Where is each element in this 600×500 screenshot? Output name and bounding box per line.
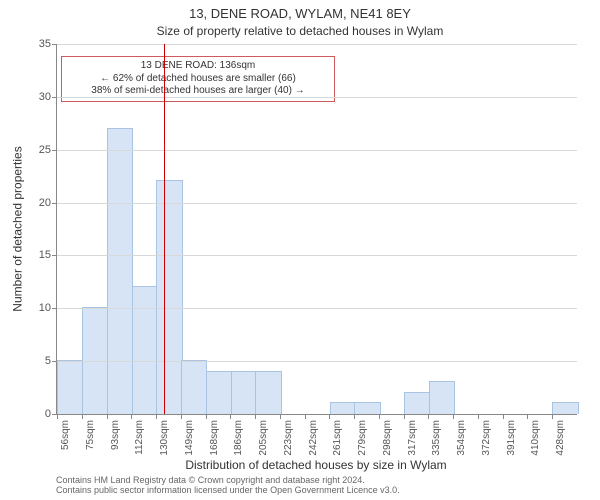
xtick-label: 317sqm (407, 420, 418, 456)
xtick-label: 130sqm (159, 420, 170, 456)
ytick-mark (52, 150, 57, 151)
footer-line-2: Contains public sector information licen… (56, 486, 576, 496)
xtick-mark (255, 414, 256, 419)
ytick-label: 35 (39, 38, 51, 50)
xtick-mark (230, 414, 231, 419)
gridline (57, 361, 577, 362)
ytick-label: 0 (45, 408, 51, 420)
xtick-label: 149sqm (184, 420, 195, 456)
xtick-label: 335sqm (431, 420, 442, 456)
xtick-label: 298sqm (382, 420, 393, 456)
xtick-label: 372sqm (481, 420, 492, 456)
histogram-bar (156, 180, 182, 414)
xtick-label: 428sqm (555, 420, 566, 456)
gridline (57, 203, 577, 204)
xtick-label: 391sqm (506, 420, 517, 456)
chart-title-address: 13, DENE ROAD, WYLAM, NE41 8EY (0, 6, 600, 21)
gridline (57, 150, 577, 151)
histogram-bar (231, 371, 257, 414)
xtick-mark (428, 414, 429, 419)
xtick-mark (329, 414, 330, 419)
xtick-mark (354, 414, 355, 419)
histogram-bar (429, 381, 455, 414)
histogram-bar (132, 286, 158, 414)
ytick-label: 15 (39, 249, 51, 261)
xtick-mark (527, 414, 528, 419)
xtick-label: 205sqm (258, 420, 269, 456)
ytick-label: 30 (39, 91, 51, 103)
callout-line-1: 13 DENE ROAD: 136sqm (68, 60, 328, 73)
xtick-mark (107, 414, 108, 419)
x-axis-label: Distribution of detached houses by size … (56, 458, 576, 472)
xtick-mark (305, 414, 306, 419)
histogram-bar (404, 392, 430, 414)
gridline (57, 255, 577, 256)
gridline (57, 97, 577, 98)
property-size-histogram: 13, DENE ROAD, WYLAM, NE41 8EY Size of p… (0, 0, 600, 500)
xtick-label: 186sqm (233, 420, 244, 456)
chart-subtitle: Size of property relative to detached ho… (0, 24, 600, 38)
xtick-label: 354sqm (456, 420, 467, 456)
xtick-mark (404, 414, 405, 419)
ytick-mark (52, 97, 57, 98)
xtick-label: 112sqm (134, 420, 145, 455)
xtick-mark (280, 414, 281, 419)
ytick-label: 10 (39, 302, 51, 314)
attribution-footer: Contains HM Land Registry data © Crown c… (56, 476, 576, 496)
histogram-bar (552, 402, 578, 414)
histogram-bar (255, 371, 281, 414)
histogram-bar (354, 402, 380, 414)
xtick-label: 168sqm (209, 420, 220, 456)
ytick-mark (52, 255, 57, 256)
xtick-mark (156, 414, 157, 419)
xtick-label: 242sqm (308, 420, 319, 456)
ytick-label: 25 (39, 144, 51, 156)
callout-line-3: 38% of semi-detached houses are larger (… (68, 85, 328, 98)
gridline (57, 308, 577, 309)
xtick-label: 410sqm (530, 420, 541, 456)
histogram-bar (107, 128, 133, 414)
xtick-mark (379, 414, 380, 419)
y-axis-label: Number of detached properties (10, 44, 26, 414)
ytick-mark (52, 44, 57, 45)
xtick-mark (552, 414, 553, 419)
ytick-mark (52, 308, 57, 309)
xtick-mark (131, 414, 132, 419)
xtick-label: 75sqm (85, 420, 96, 450)
xtick-label: 56sqm (60, 420, 71, 450)
xtick-mark (453, 414, 454, 419)
xtick-label: 93sqm (110, 420, 121, 450)
xtick-mark (181, 414, 182, 419)
histogram-bar (206, 371, 232, 414)
reference-line (164, 44, 165, 414)
ytick-label: 20 (39, 197, 51, 209)
xtick-label: 261sqm (332, 420, 343, 456)
histogram-bar (330, 402, 356, 414)
plot-area: 13 DENE ROAD: 136sqm ← 62% of detached h… (56, 44, 577, 415)
gridline (57, 44, 577, 45)
xtick-mark (206, 414, 207, 419)
xtick-mark (503, 414, 504, 419)
histogram-bar (57, 360, 83, 414)
ytick-label: 5 (45, 355, 51, 367)
callout-line-2: ← 62% of detached houses are smaller (66… (68, 73, 328, 86)
histogram-bar (181, 360, 207, 414)
ytick-mark (52, 203, 57, 204)
xtick-label: 223sqm (283, 420, 294, 456)
xtick-mark (57, 414, 58, 419)
xtick-mark (82, 414, 83, 419)
reference-callout: 13 DENE ROAD: 136sqm ← 62% of detached h… (61, 56, 335, 102)
ytick-mark (52, 361, 57, 362)
xtick-mark (478, 414, 479, 419)
xtick-label: 279sqm (357, 420, 368, 456)
